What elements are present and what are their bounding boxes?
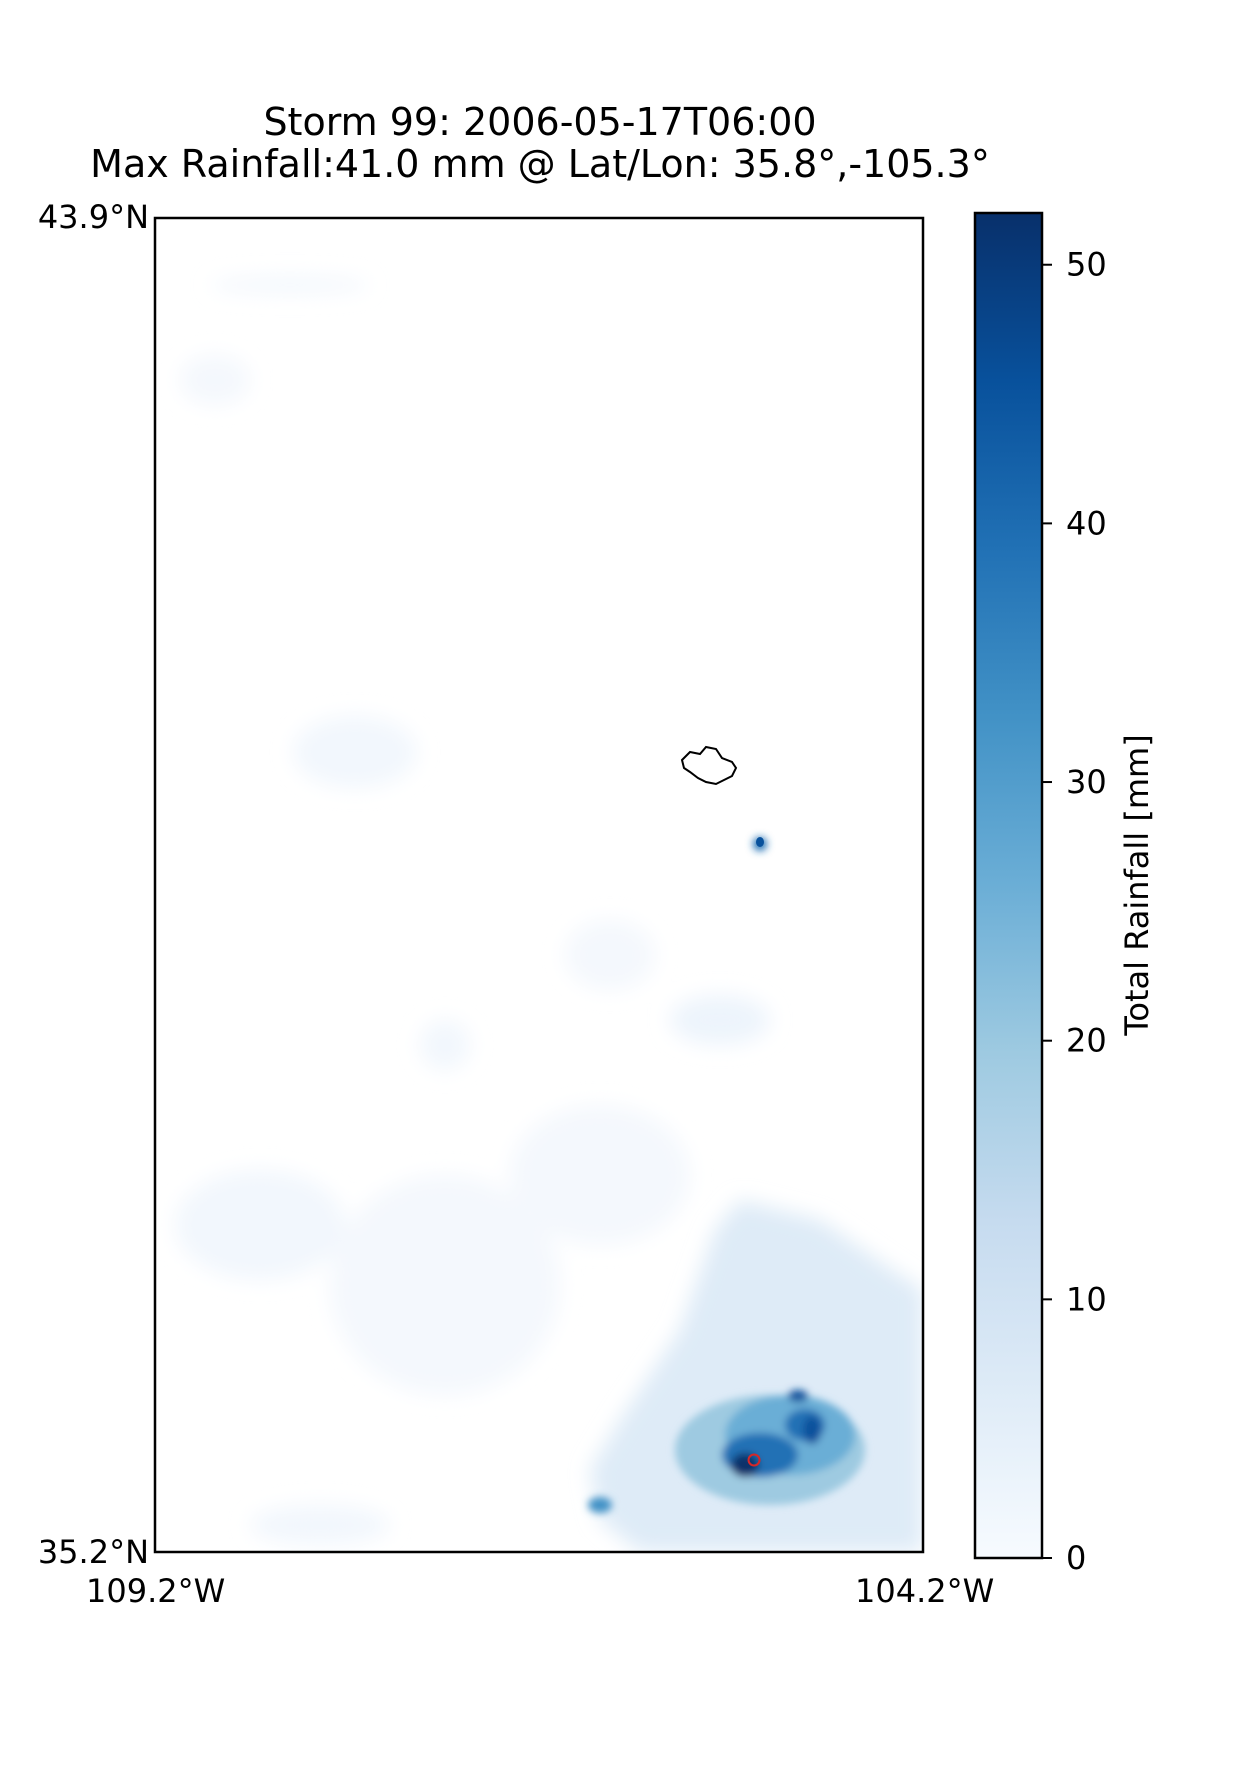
colorbar-tick-label: 10 bbox=[1066, 1280, 1107, 1318]
rain-cell bbox=[756, 837, 764, 847]
colorbar bbox=[973, 211, 1044, 1560]
colorbar-tick-label: 0 bbox=[1066, 1539, 1086, 1577]
colorbar-tick-label: 30 bbox=[1066, 763, 1107, 801]
lat-top-label: 43.9°N bbox=[37, 198, 149, 236]
title-line-2: Max Rainfall:41.0 mm @ Lat/Lon: 35.8°,-1… bbox=[90, 142, 990, 186]
basin-outline bbox=[680, 745, 738, 786]
lat-bottom-label: 35.2°N bbox=[37, 1533, 149, 1571]
light-rain-areas bbox=[175, 277, 770, 1545]
colorbar-ticks: 0 10 20 30 40 50 bbox=[1042, 246, 1107, 1577]
colorbar-tick-label: 20 bbox=[1066, 1022, 1107, 1060]
colorbar-tick-label: 40 bbox=[1066, 504, 1107, 542]
colorbar-tick-label: 50 bbox=[1066, 246, 1107, 284]
lon-right-label: 104.2°W bbox=[855, 1572, 995, 1610]
colorbar-label: Total Rainfall [mm] bbox=[1118, 734, 1156, 1036]
title-line-1: Storm 99: 2006-05-17T06:00 bbox=[263, 100, 817, 144]
max-rainfall-marker bbox=[747, 1453, 761, 1467]
map-frame bbox=[153, 216, 925, 1554]
lon-left-label: 109.2°W bbox=[86, 1572, 226, 1610]
rainfall-field bbox=[175, 277, 923, 1552]
